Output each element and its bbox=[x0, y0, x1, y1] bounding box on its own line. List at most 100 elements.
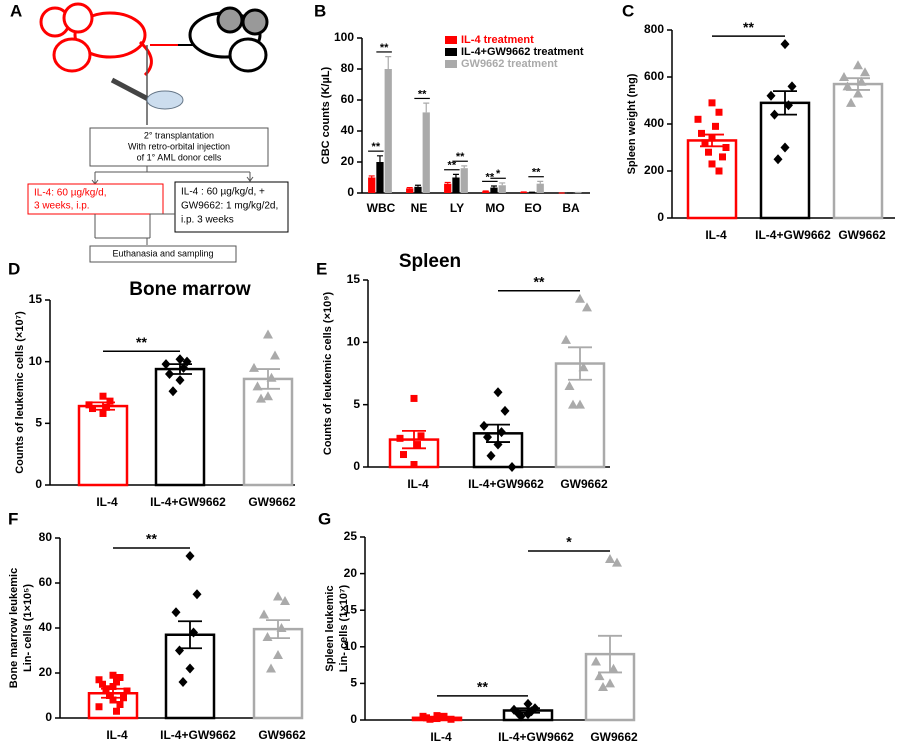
significance-label: ** bbox=[532, 167, 541, 179]
data-point bbox=[578, 362, 589, 372]
data-point bbox=[497, 427, 506, 438]
x-tick-label: IL-4+GW9662 bbox=[150, 495, 226, 509]
y-tick-label: 0 bbox=[45, 710, 52, 724]
legend-label: IL-4+GW9662 treatment bbox=[461, 46, 584, 58]
bar bbox=[482, 191, 490, 193]
data-point bbox=[259, 609, 269, 619]
y-axis-label: Counts of leukemic cells (×10⁹) bbox=[322, 292, 334, 456]
data-point bbox=[698, 129, 705, 137]
y-tick-label: 400 bbox=[644, 116, 664, 130]
y-tick-label: 5 bbox=[350, 676, 357, 690]
box-text: IL-4: 60 µg/kg/d, bbox=[34, 188, 106, 199]
y-tick-label: 10 bbox=[347, 335, 361, 349]
data-point bbox=[523, 709, 533, 720]
data-point bbox=[591, 656, 601, 666]
arrow bbox=[94, 166, 251, 183]
data-point bbox=[263, 391, 273, 401]
data-point bbox=[479, 420, 489, 431]
x-tick-label: GW9662 bbox=[258, 728, 306, 741]
data-point bbox=[846, 97, 856, 107]
error-bar bbox=[178, 620, 202, 650]
data-point bbox=[780, 39, 790, 50]
data-point bbox=[719, 153, 726, 161]
x-tick-label: MO bbox=[485, 201, 504, 215]
x-tick-label: GW9662 bbox=[838, 228, 886, 242]
panel-label: C bbox=[622, 1, 634, 20]
donor-mouse bbox=[39, 2, 153, 77]
data-point bbox=[89, 405, 96, 413]
data-point bbox=[185, 551, 195, 561]
bar bbox=[77, 404, 129, 487]
data-point bbox=[705, 148, 712, 156]
data-point bbox=[598, 682, 608, 692]
data-point bbox=[784, 100, 793, 111]
data-point bbox=[396, 434, 404, 442]
data-point bbox=[109, 671, 117, 679]
data-point bbox=[102, 685, 110, 693]
y-tick-label: 25 bbox=[344, 529, 358, 543]
x-tick-label: EO bbox=[524, 201, 541, 215]
x-tick-label: IL-4 bbox=[430, 730, 452, 741]
y-tick-label: 60 bbox=[39, 575, 53, 589]
x-tick-label: IL-4 bbox=[407, 477, 429, 491]
arrow bbox=[94, 213, 175, 245]
y-tick-label: 60 bbox=[341, 92, 355, 106]
x-tick-label: BA bbox=[562, 201, 580, 215]
bar bbox=[490, 187, 498, 193]
panel-label: B bbox=[314, 1, 326, 20]
data-point bbox=[842, 81, 853, 91]
data-point bbox=[493, 387, 503, 398]
data-point bbox=[273, 591, 283, 601]
y-tick-label: 15 bbox=[344, 602, 358, 616]
x-tick-label: IL-4+GW9662 bbox=[160, 728, 236, 741]
y-tick-label: 0 bbox=[347, 185, 354, 199]
data-point bbox=[161, 359, 171, 370]
data-point bbox=[410, 394, 418, 402]
box-text: 3 weeks, i.p. bbox=[34, 201, 90, 212]
data-point bbox=[447, 715, 455, 723]
data-point bbox=[266, 663, 276, 673]
data-point bbox=[256, 393, 266, 403]
significance-label: ** bbox=[456, 151, 465, 163]
data-point bbox=[95, 676, 103, 684]
data-point bbox=[168, 386, 178, 397]
data-point bbox=[722, 144, 730, 151]
error-bar bbox=[406, 186, 413, 189]
x-tick-label: IL-4 bbox=[106, 728, 128, 741]
y-tick-label: 600 bbox=[644, 69, 664, 83]
bar bbox=[154, 367, 206, 487]
significance-label: ** bbox=[136, 334, 147, 350]
bar bbox=[444, 183, 452, 193]
data-point bbox=[486, 450, 496, 461]
bar bbox=[384, 69, 392, 193]
data-point bbox=[249, 362, 259, 372]
error-bar bbox=[414, 184, 421, 187]
data-point bbox=[270, 350, 280, 360]
bar bbox=[422, 112, 430, 193]
data-point bbox=[575, 399, 585, 409]
data-point bbox=[189, 627, 198, 638]
box-text: GW9662: 1 mg/kg/2d, bbox=[181, 201, 278, 212]
syringe bbox=[110, 77, 184, 110]
y-tick-label: 0 bbox=[350, 712, 357, 726]
data-point bbox=[410, 461, 418, 469]
data-point bbox=[561, 334, 571, 344]
bar bbox=[520, 192, 528, 193]
data-point bbox=[99, 409, 107, 417]
data-point bbox=[116, 701, 124, 708]
data-point bbox=[787, 81, 797, 92]
y-tick-label: 0 bbox=[353, 459, 360, 473]
combo-box bbox=[174, 181, 289, 233]
data-point bbox=[175, 375, 185, 386]
y-tick-label: 0 bbox=[35, 477, 42, 491]
box-text: Euthanasia and sampling bbox=[112, 248, 213, 258]
transplant-box bbox=[89, 127, 269, 167]
data-point bbox=[123, 687, 131, 695]
data-point bbox=[500, 405, 510, 416]
data-point bbox=[853, 60, 863, 70]
error-bar bbox=[461, 165, 468, 169]
data-point bbox=[192, 589, 202, 600]
y-tick-label: 800 bbox=[644, 22, 664, 36]
error-bar bbox=[376, 155, 383, 162]
data-point bbox=[708, 160, 716, 168]
